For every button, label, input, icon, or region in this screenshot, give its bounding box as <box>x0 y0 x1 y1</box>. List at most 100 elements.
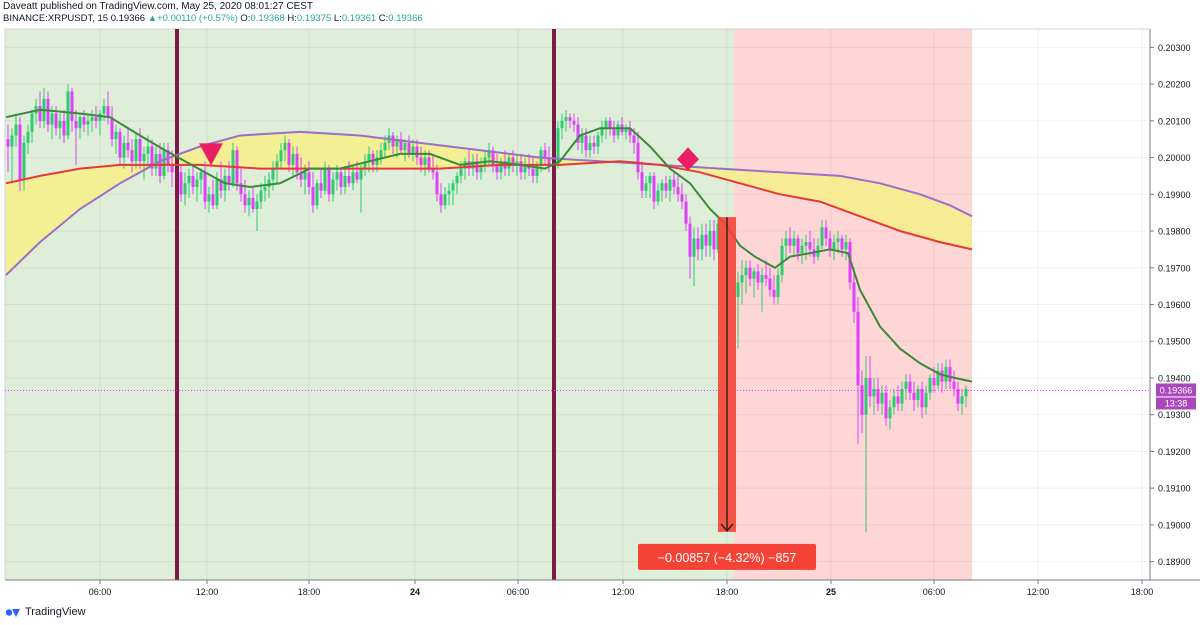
candle <box>764 260 768 287</box>
candle-body <box>788 238 792 246</box>
candle <box>6 124 10 173</box>
candle-body <box>956 388 960 404</box>
candle <box>644 175 648 198</box>
candle <box>928 374 932 401</box>
candle-body <box>215 179 219 206</box>
candle <box>836 231 840 254</box>
y-tick-label: 0.19200 <box>1158 447 1191 457</box>
last-price: 0.19366 <box>110 13 146 24</box>
candle <box>704 223 708 257</box>
candle <box>768 267 772 298</box>
measure-label-box <box>638 543 816 570</box>
candle <box>391 131 395 154</box>
x-tick-label: 12:00 <box>612 587 635 597</box>
candle <box>523 157 527 180</box>
candle-body <box>820 227 824 246</box>
candle <box>399 131 403 154</box>
candle-body <box>14 124 18 136</box>
candle <box>118 128 122 165</box>
candle-body <box>668 179 672 191</box>
candle-body <box>471 161 475 169</box>
candle-body <box>604 120 608 129</box>
candle <box>255 194 259 232</box>
candle-body <box>170 164 174 173</box>
symbol-label: BINANCE:XRPUSDT, 15 <box>3 13 109 24</box>
candle <box>588 135 592 158</box>
candle-body <box>291 153 295 165</box>
candle-body <box>66 91 70 136</box>
candle-body <box>10 135 14 147</box>
candle-body <box>948 366 952 382</box>
candle <box>18 117 22 191</box>
candle-body <box>924 392 928 408</box>
countdown-tag <box>1156 397 1196 410</box>
candle-body <box>768 278 772 290</box>
candle <box>455 172 459 195</box>
candle <box>26 124 30 154</box>
candle <box>856 297 860 445</box>
candle-body <box>584 135 588 151</box>
candle <box>708 220 712 257</box>
brand-label: TradingView <box>25 606 86 618</box>
candle <box>916 385 920 408</box>
candle <box>864 355 868 533</box>
candle <box>576 117 580 151</box>
candle <box>307 161 311 195</box>
candle-body <box>872 388 876 397</box>
candle-body <box>54 113 58 129</box>
price-change: +0.00110 (+0.57%) <box>157 13 238 24</box>
candle-body <box>960 396 964 404</box>
candle-body <box>98 113 102 121</box>
candle <box>319 168 323 198</box>
candle <box>580 128 584 154</box>
candle-body <box>195 179 199 187</box>
candle-body <box>680 194 684 202</box>
candle-body <box>467 161 471 169</box>
candle-body <box>267 179 271 187</box>
candle-body <box>243 194 247 206</box>
candle-body <box>94 117 98 121</box>
close-label: C: <box>378 13 389 24</box>
candle-body <box>415 146 419 158</box>
candle-body <box>832 242 836 250</box>
candle <box>680 183 684 209</box>
author-name[interactable]: Daveatt <box>3 1 38 12</box>
open-value: 0.19368 <box>250 13 285 24</box>
candle-body <box>744 267 748 276</box>
candle-body <box>888 407 892 419</box>
candle <box>560 113 564 140</box>
y-tick-label: 0.19500 <box>1158 337 1191 347</box>
candle <box>451 179 455 206</box>
candle-body <box>38 106 42 121</box>
candle-body <box>22 142 26 180</box>
candle <box>592 135 596 154</box>
candle-body <box>78 117 82 129</box>
candle <box>912 381 916 412</box>
candle-body <box>700 234 704 250</box>
candle <box>363 153 367 176</box>
ma-slow-lower-line <box>5 160 973 251</box>
candle <box>700 223 704 261</box>
candle <box>130 139 134 173</box>
candle <box>70 87 74 132</box>
candle <box>740 260 744 305</box>
y-tick-label: 0.19900 <box>1158 190 1191 200</box>
candle <box>447 183 451 206</box>
y-tick-label: 0.19800 <box>1158 227 1191 237</box>
candle <box>660 179 664 202</box>
candle <box>956 381 960 412</box>
candle <box>844 234 848 261</box>
candle-body <box>684 201 688 224</box>
candle-body <box>479 164 483 173</box>
x-tick-label: 18:00 <box>716 587 739 597</box>
candle <box>788 227 792 254</box>
candle-body <box>588 142 592 151</box>
tradingview-brand[interactable]: TradingView <box>5 605 86 619</box>
x-tick-label: 06:00 <box>923 587 946 597</box>
candle <box>323 161 327 195</box>
candle <box>832 234 836 261</box>
candle-body <box>106 106 110 118</box>
candle <box>876 377 880 412</box>
measure-label: −0.00857 (−4.32%) −857 <box>658 551 797 565</box>
